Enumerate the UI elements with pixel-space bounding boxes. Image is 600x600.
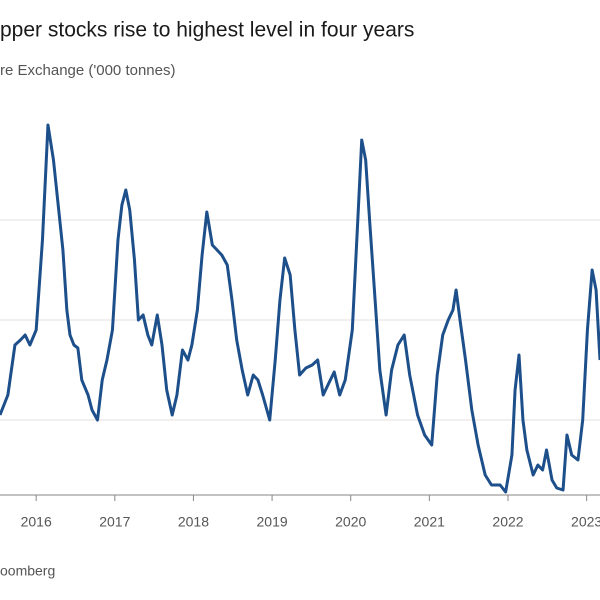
x-tick-label: 2017 — [99, 514, 130, 530]
source: oomberg — [0, 563, 55, 579]
data-line — [0, 123, 600, 494]
x-tick-label: 2018 — [178, 514, 209, 530]
chart-title: pper stocks rise to highest level in fou… — [0, 19, 414, 42]
x-tick-label: 2021 — [414, 514, 445, 530]
x-tick-label: 2019 — [257, 514, 288, 530]
chart-subtitle: re Exchange ('000 tonnes) — [0, 62, 175, 79]
x-tick-label: 2023 — [571, 514, 600, 530]
x-tick-label: 2022 — [492, 514, 523, 530]
x-tick-label: 2016 — [21, 514, 52, 530]
x-tick-label: 2020 — [335, 514, 366, 530]
